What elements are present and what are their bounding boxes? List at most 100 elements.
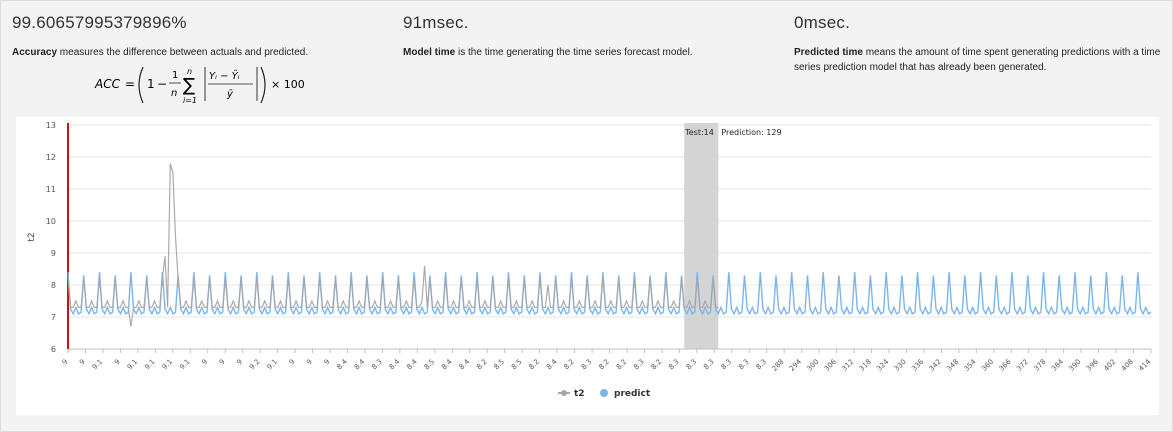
formula-sigma: ∑ [183, 75, 195, 96]
x-tick-label: 336 [910, 357, 925, 372]
formula-right-paren [260, 66, 266, 104]
x-tick-label: 8.2 [475, 358, 489, 372]
x-tick-label: 318 [858, 358, 873, 373]
y-tick-label: 8 [51, 281, 56, 290]
x-tick-label: 9.1 [161, 358, 175, 372]
x-tick-label: 8.4 [440, 357, 454, 371]
x-tick-label: 384 [1050, 357, 1065, 372]
x-tick-label: 390 [1067, 358, 1082, 373]
x-tick-label: 8.2 [650, 358, 664, 372]
x-tick-label: 9.1 [143, 358, 157, 372]
model-time-value: 91msec. [403, 13, 469, 32]
x-tick-label: 9.1 [126, 358, 140, 372]
x-tick-label: 378 [1032, 358, 1047, 373]
x-tick-label: 8.4 [335, 357, 349, 371]
test-band-rect [684, 123, 719, 349]
x-tick-label: 300 [805, 358, 820, 373]
model-time-text: is the time generating the time series f… [455, 47, 693, 58]
model-time-description: Model time is the time generating the ti… [403, 45, 763, 60]
t2-series-line [67, 163, 719, 327]
x-tick-label: 372 [1015, 358, 1030, 373]
x-tick-label: 396 [1085, 357, 1100, 372]
x-tick-label: 360 [980, 358, 995, 373]
model-time-term: Model time [403, 47, 456, 58]
accuracy-formula: ACC = 1 − 1 n n ∑ i=1 Yᵢ − Ŷᵢ ȳ × 100 [94, 66, 305, 105]
x-tick-label: 8.3 [632, 358, 646, 372]
accuracy-value: 99.60657995379896% [12, 13, 187, 32]
y-tick-label: 12 [46, 153, 56, 162]
predict-legend-marker [600, 389, 608, 397]
x-tick-label: 8.2 [597, 358, 611, 372]
x-tick-label: 8.5 [423, 358, 437, 372]
t2-legend-marker [561, 390, 567, 396]
x-tick-label: 9 [200, 358, 209, 367]
x-tick-label: 8.2 [528, 358, 542, 372]
x-tick-label: 324 [875, 357, 890, 372]
grid-lines [68, 124, 1151, 350]
legend[interactable]: t2 predict [558, 389, 651, 399]
x-tick-label: 330 [893, 358, 908, 373]
x-tick-label: 348 [945, 358, 960, 373]
prediction-label: Prediction: 129 [721, 128, 781, 137]
x-tick-label: 9 [113, 358, 122, 367]
formula-times: × 100 [271, 78, 305, 91]
x-tick-label: 9.1 [178, 358, 192, 372]
predicted-time-term: Predicted time [794, 47, 863, 58]
x-tick-label: 9 [235, 358, 244, 367]
x-tick-label: 9 [61, 358, 70, 367]
formula-left-paren [138, 66, 144, 104]
x-tick-label: 312 [840, 358, 855, 373]
formula-lhs: ACC [94, 77, 121, 91]
x-tick-label: 9 [323, 358, 332, 367]
formula-frac-den: n [171, 88, 177, 99]
formula-inner-num: Yᵢ − Ŷᵢ [209, 69, 240, 82]
x-tick-label: 8.3 [580, 358, 594, 372]
model-time-metric: 91msec. Model time is the time generatin… [403, 13, 763, 60]
accuracy-term: Accuracy [12, 47, 58, 58]
x-tick-label: 402 [1102, 358, 1117, 373]
x-tick-label: 8.3 [755, 358, 769, 372]
x-tick-label: 8.3 [667, 358, 681, 372]
x-tick-label: 8.3 [685, 358, 699, 372]
y-axis-label: t2 [27, 232, 37, 241]
x-axis: 9 9 9.1 9 9.1 9.1 9.1 9.1 9 9 9 9.2 9.1 9 9 9 8.4 8.4 8.3 8… [61, 123, 1153, 373]
x-tick-label: 288 [770, 358, 785, 373]
formula-equals: = [125, 77, 135, 91]
x-tick-label: 8.4 [545, 357, 559, 371]
predicted-time-metric: 0msec. Predicted time means the amount o… [794, 13, 1164, 75]
formula-inner-den: ȳ [226, 89, 234, 100]
test-label: Test:14 [684, 128, 714, 137]
x-tick-label: 8.4 [353, 357, 367, 371]
x-tick-label: 414 [1137, 357, 1152, 372]
x-tick-label: 8.2 [615, 358, 629, 372]
x-tick-label: 8.3 [720, 358, 734, 372]
predict-series-line [67, 272, 1152, 316]
x-tick-label: 9 [78, 358, 87, 367]
predicted-time-value: 0msec. [794, 13, 850, 32]
accuracy-metric: 99.60657995379896% Accuracy measures the… [12, 13, 372, 60]
y-tick-label: 13 [46, 121, 56, 130]
x-tick-label: 9.1 [265, 358, 279, 372]
x-tick-label: 8.5 [510, 358, 524, 372]
x-tick-label: 366 [998, 357, 1013, 372]
y-axis: 6 7 8 9 10 11 12 13 t2 [27, 121, 56, 354]
y-tick-label: 10 [46, 217, 56, 226]
formula-sum-top: n [187, 67, 192, 76]
x-tick-label: 9.2 [248, 358, 262, 372]
x-tick-label: 294 [788, 357, 803, 372]
formula-one: 1 [147, 77, 155, 91]
x-tick-label: 8.4 [405, 357, 419, 371]
t2-legend-label: t2 [574, 389, 585, 399]
x-tick-label: 8.5 [493, 358, 507, 372]
x-tick-label: 8.2 [562, 358, 576, 372]
x-tick-label: 8.4 [458, 357, 472, 371]
formula-sum-bottom: i=1 [183, 96, 197, 105]
series-lines [67, 163, 1152, 327]
x-tick-label: 342 [928, 358, 943, 373]
x-tick-label: 9 [288, 358, 297, 367]
y-tick-label: 6 [51, 345, 56, 354]
y-tick-label: 11 [46, 185, 56, 194]
x-tick-label: 9 [305, 358, 314, 367]
